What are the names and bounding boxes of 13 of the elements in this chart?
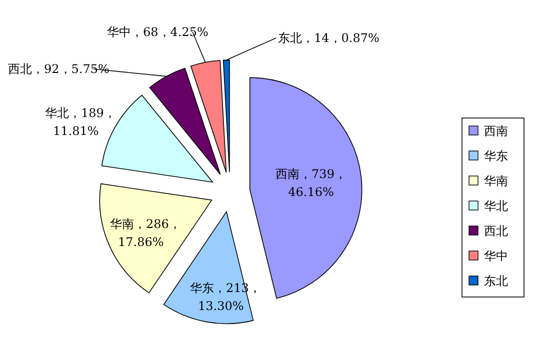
data-label: 华北，189，11.81% xyxy=(45,106,116,138)
data-label: 东北，14，0.87% xyxy=(278,31,380,45)
data-label: 华中，68，4.25% xyxy=(107,25,208,39)
legend-label: 东北 xyxy=(484,274,508,288)
legend-label: 西南 xyxy=(484,124,508,138)
legend-label: 华北 xyxy=(484,199,508,213)
data-label: 华南，286，17.86% xyxy=(110,217,181,249)
data-label: 西南，739，46.16% xyxy=(276,167,346,200)
data-label: 西北，92，5.75% xyxy=(8,62,110,76)
legend-label: 西北 xyxy=(484,224,508,238)
legend-label: 华东 xyxy=(484,149,508,163)
legend-label: 华中 xyxy=(484,249,508,263)
legend-label: 华南 xyxy=(484,174,508,188)
